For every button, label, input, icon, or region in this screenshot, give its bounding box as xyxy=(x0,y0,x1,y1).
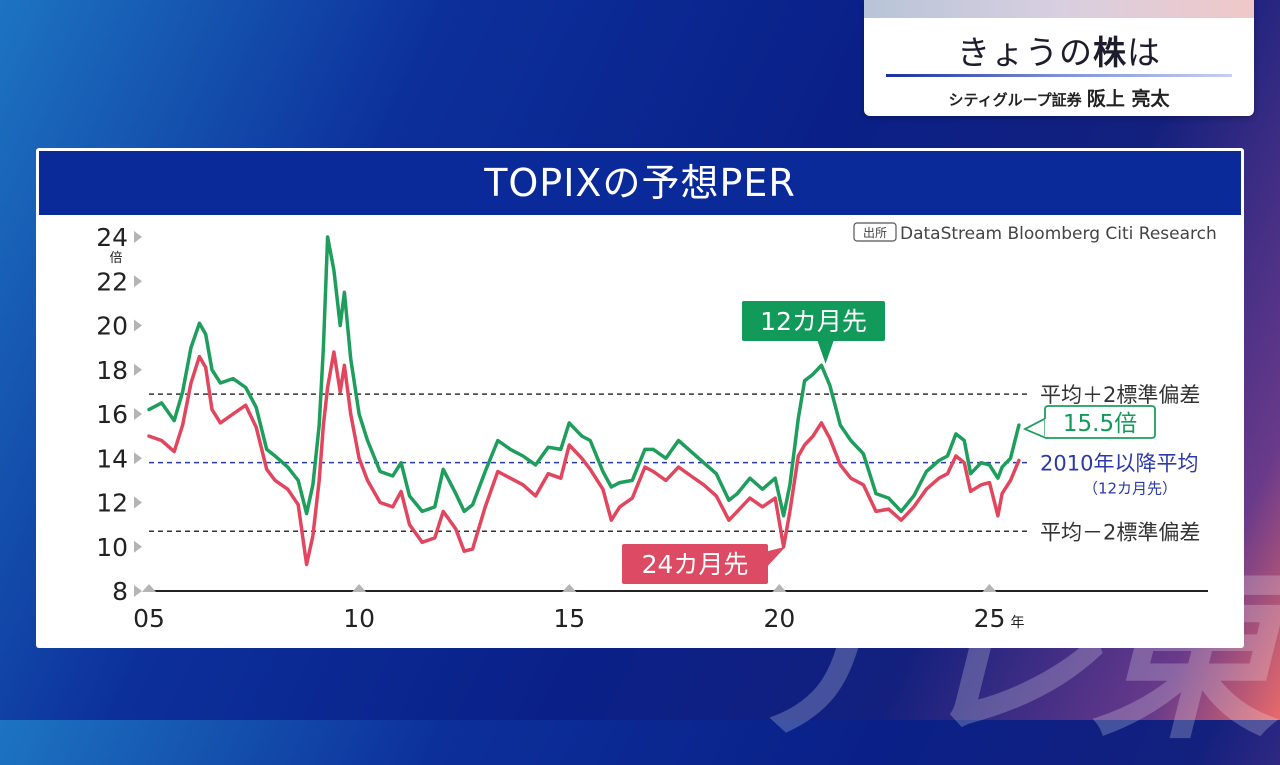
y-tick-label: 16 xyxy=(96,400,128,429)
chart-panel: TOPIXの予想PER 出所 DataStream Bloomberg Citi … xyxy=(36,148,1244,648)
callout-end-text: 15.5倍 xyxy=(1063,411,1137,437)
reference-label-lower: 平均－2標準偏差 xyxy=(1040,520,1200,544)
series-line-24m xyxy=(147,350,1021,567)
y-tick-marker xyxy=(134,275,142,288)
y-tick-marker xyxy=(134,363,142,376)
callout-end-pointer xyxy=(1022,416,1047,440)
y-tick-marker xyxy=(134,540,142,553)
program-title-bold: 株 xyxy=(1093,33,1127,72)
y-tick-marker xyxy=(134,319,142,332)
y-tick-label: 10 xyxy=(96,533,128,562)
y-tick-marker xyxy=(134,496,142,509)
program-title-post: は xyxy=(1127,33,1161,72)
y-tick-marker xyxy=(134,452,142,465)
guest-company: シティグループ証券 xyxy=(948,91,1082,109)
callout-12m-text: 12カ月先 xyxy=(760,307,867,336)
reference-label-upper: 平均＋2標準偏差 xyxy=(1040,383,1200,407)
x-unit-label: 年 xyxy=(1010,615,1024,631)
x-tick-label: 10 xyxy=(343,604,375,633)
y-tick-marker xyxy=(134,231,142,243)
x-tick-marker xyxy=(772,584,787,592)
callout-12m-pointer xyxy=(817,341,834,364)
series-line-12m xyxy=(147,235,1021,518)
y-tick-label: 20 xyxy=(96,312,128,341)
reference-sublabel-avg: （12カ月先） xyxy=(1083,480,1177,498)
source-badge xyxy=(853,222,897,242)
y-tick-label: 24 xyxy=(96,223,128,252)
y-tick-label: 18 xyxy=(96,356,128,385)
x-tick-label: 05 xyxy=(133,604,165,633)
callout-24m-box xyxy=(622,544,768,584)
y-unit-label: 倍 xyxy=(109,251,122,266)
y-tick-label: 22 xyxy=(96,267,128,296)
source-text: DataStream Bloomberg Citi Research xyxy=(900,224,1217,244)
reference-label-avg: 2010年以降平均 xyxy=(1040,452,1198,476)
callout-24m-text: 24カ月先 xyxy=(642,550,749,579)
x-tick-label: 25 xyxy=(974,604,1006,633)
y-tick-label: 12 xyxy=(96,489,128,518)
x-tick-marker xyxy=(142,584,156,592)
callout-12m-box xyxy=(742,301,885,341)
x-tick-marker xyxy=(352,584,367,592)
chart-title: TOPIXの予想PER xyxy=(39,151,1241,215)
y-tick-marker xyxy=(134,585,142,597)
info-card-topbar xyxy=(864,0,1254,18)
y-tick-label: 14 xyxy=(96,444,128,473)
x-tick-marker xyxy=(982,584,997,592)
source-badge-text: 出所 xyxy=(863,226,887,240)
y-tick-marker xyxy=(134,408,142,420)
x-tick-label: 20 xyxy=(763,604,795,633)
per-line-chart: 出所 DataStream Bloomberg Citi Research 8 10 1… xyxy=(96,222,1217,633)
x-tick-marker xyxy=(562,584,577,592)
guest-name: 阪上 亮太 xyxy=(1086,88,1170,110)
program-info-card: きょうの株は シティグループ証券 阪上 亮太 xyxy=(864,0,1254,116)
x-tick-label: 15 xyxy=(553,604,585,633)
program-title: きょうの株は xyxy=(864,26,1254,74)
guest-line: シティグループ証券 阪上 亮太 xyxy=(864,84,1254,111)
info-card-divider xyxy=(886,74,1232,77)
program-title-pre: きょうの xyxy=(957,33,1093,72)
y-tick-label: 8 xyxy=(112,577,128,606)
